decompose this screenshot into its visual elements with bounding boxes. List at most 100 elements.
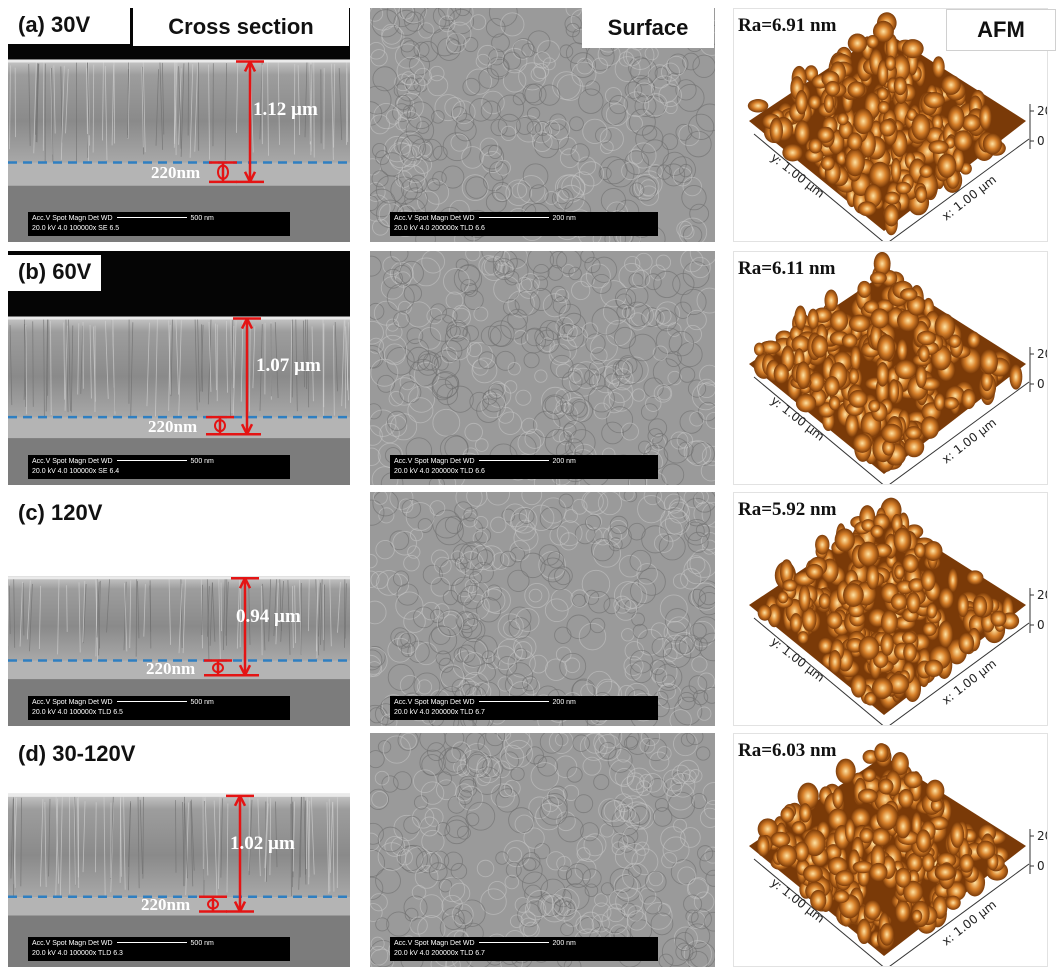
- surface-grain: [456, 763, 470, 777]
- surface-grain: [464, 283, 478, 297]
- surface-grain: [526, 890, 554, 918]
- surface-grain: [414, 865, 439, 889]
- surface-grain: [585, 263, 611, 289]
- surface-grain: [397, 733, 419, 751]
- afm-peak: [918, 345, 930, 363]
- surface-grain: [655, 492, 680, 511]
- surface-grain: [701, 501, 715, 528]
- surface-grain: [418, 142, 432, 157]
- surface-grain: [473, 515, 489, 531]
- afm-peak: [808, 95, 821, 110]
- thickness-arrowhead: [238, 900, 247, 913]
- columnar-texture: [180, 63, 185, 157]
- afm-peak: [828, 395, 841, 411]
- surface-grain: [403, 554, 420, 572]
- afm-peak: [794, 305, 807, 330]
- surface-grain: [689, 251, 715, 267]
- surface-grain: [679, 163, 693, 178]
- surface-grain: [370, 195, 379, 212]
- columnar-texture: [66, 585, 68, 632]
- columnar-texture: [189, 64, 194, 158]
- surface-grain: [661, 463, 685, 485]
- sem-info-bar: Acc.V Spot Magn Det WD 500 nm 20.0 kV 4.0 …: [28, 455, 290, 479]
- surface-grain: [419, 894, 444, 918]
- surface-grain: [444, 325, 471, 352]
- surface-grain: [466, 492, 488, 507]
- afm-peak: [795, 89, 808, 115]
- surface-grain: [521, 675, 538, 692]
- surface-grain: [466, 342, 494, 369]
- surface-grain: [400, 642, 416, 658]
- surface-grain: [561, 312, 587, 338]
- surface-grain: [551, 888, 580, 916]
- surface-grain: [658, 953, 674, 967]
- surface-grain: [419, 733, 446, 752]
- surface-grain: [370, 85, 392, 115]
- surface-grain: [546, 851, 566, 871]
- surface-grain: [491, 181, 513, 203]
- surface-grain: [608, 387, 634, 412]
- surface-grain: [533, 63, 550, 80]
- columnar-texture: [142, 61, 146, 153]
- surface-grain: [682, 52, 700, 71]
- surface-grain: [594, 734, 622, 762]
- surface-grain: [582, 118, 608, 144]
- surface-grain: [482, 390, 498, 405]
- surface-grain: [647, 64, 672, 89]
- surface-grain: [686, 878, 708, 900]
- surface-grain: [523, 827, 545, 849]
- surface-grain: [427, 177, 441, 192]
- surface-grain: [490, 516, 507, 533]
- surface-grain: [566, 326, 589, 348]
- surface-grain: [470, 14, 487, 31]
- surface-grain: [493, 258, 515, 280]
- surface-grain: [370, 876, 384, 900]
- sem-info-values: 20.0 kV 4.0 100000x SE 6.4: [32, 468, 120, 475]
- surface-grain: [431, 110, 445, 124]
- thickness-arrowhead: [243, 577, 252, 589]
- surface-grain: [480, 392, 507, 419]
- afm-peak: [824, 289, 838, 312]
- surface-grain: [520, 552, 546, 579]
- surface-grain: [541, 122, 569, 150]
- surface-grain: [638, 185, 660, 206]
- surface-grain: [676, 83, 705, 112]
- surface-grain: [495, 851, 509, 865]
- sem-info-values: 20.0 kV 4.0 200000x TLD 6.7: [394, 709, 485, 716]
- columnar-texture: [207, 586, 210, 637]
- thickness-arrowhead: [240, 423, 249, 435]
- surface-grain: [699, 807, 715, 828]
- surface-grain: [486, 492, 510, 506]
- surface-grain: [542, 394, 568, 420]
- surface-grain: [390, 251, 409, 263]
- coating-surface-edge: [8, 793, 350, 797]
- surface-grain: [700, 532, 715, 551]
- surface-grain: [662, 163, 686, 187]
- scale-bar-label: 500 nm: [190, 699, 214, 706]
- surface-grain: [381, 23, 403, 45]
- surface-grain: [581, 569, 611, 599]
- surface-grain: [503, 380, 518, 394]
- surface-grain: [490, 119, 508, 137]
- surface-grain: [500, 313, 527, 340]
- afm-peak: [847, 81, 866, 98]
- columnar-texture: [264, 803, 269, 882]
- columnar-texture: [305, 797, 308, 870]
- afm-peak: [805, 563, 824, 580]
- surface-grain: [684, 923, 711, 949]
- columnar-texture: [252, 326, 256, 389]
- surface-grain: [409, 528, 423, 542]
- surface-grain: [374, 770, 390, 786]
- surface-grain: [375, 150, 390, 165]
- afm-peak: [776, 844, 798, 867]
- afm-peak: [925, 779, 945, 802]
- columnar-texture: [13, 576, 16, 648]
- thickness-arrowhead: [238, 795, 247, 807]
- afm-peak: [979, 349, 998, 375]
- surface-grain: [661, 852, 678, 869]
- surface-grain: [614, 326, 636, 349]
- afm-peak: [871, 677, 893, 699]
- surface-grain: [643, 377, 664, 398]
- columnar-texture: [78, 582, 81, 653]
- columnar-texture: [310, 796, 315, 875]
